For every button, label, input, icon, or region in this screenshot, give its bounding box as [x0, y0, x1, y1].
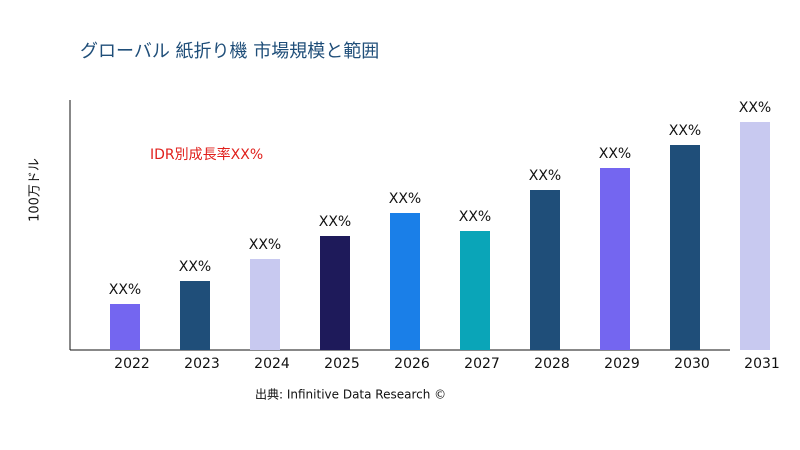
bar	[460, 231, 490, 350]
value-label: XX%	[599, 146, 631, 162]
bar	[250, 259, 280, 350]
value-label: XX%	[249, 237, 281, 253]
value-label: XX%	[459, 209, 491, 225]
x-tick-label: 2024	[254, 356, 290, 372]
bar	[600, 168, 630, 350]
x-tick-label: 2022	[114, 356, 150, 372]
x-tick-label: 2029	[604, 356, 640, 372]
chart-title: グローバル 紙折り機 市場規模と範囲	[80, 41, 379, 62]
value-label: XX%	[389, 191, 421, 207]
x-tick-label: 2025	[324, 356, 360, 372]
x-tick-label: 2030	[674, 356, 710, 372]
annotation: IDR別成長率XX%	[150, 146, 263, 163]
y-axis-label: 100万ドル	[28, 158, 43, 222]
bar	[670, 145, 700, 350]
value-label: XX%	[739, 100, 771, 116]
bar	[740, 122, 770, 350]
source: 出典: Infinitive Data Research ©	[255, 388, 446, 402]
x-tick-label: 2027	[464, 356, 500, 372]
x-tick-label: 2023	[184, 356, 220, 372]
x-tick-label: 2031	[744, 356, 780, 372]
bar	[110, 304, 140, 350]
x-tick-label: 2026	[394, 356, 430, 372]
value-label: XX%	[319, 214, 351, 230]
value-label: XX%	[669, 123, 701, 139]
bar	[180, 281, 210, 350]
value-label: XX%	[179, 259, 211, 275]
value-label: XX%	[109, 282, 141, 298]
value-label: XX%	[529, 168, 561, 184]
bar	[530, 190, 560, 350]
x-tick-label: 2028	[534, 356, 570, 372]
bar	[320, 236, 350, 350]
bar	[390, 213, 420, 350]
